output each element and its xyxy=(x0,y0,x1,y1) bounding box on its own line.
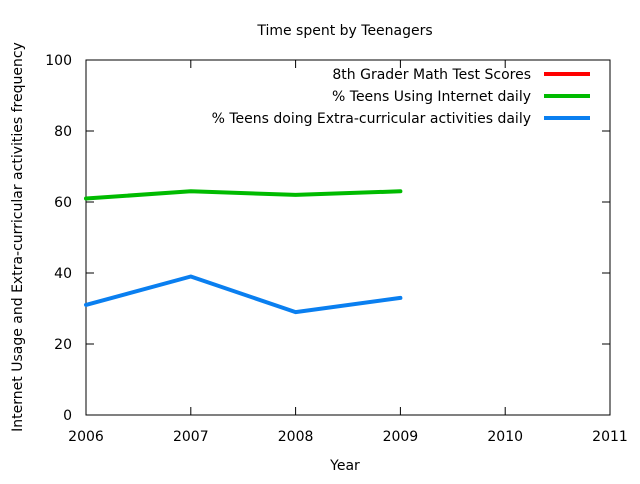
x-tick-label: 2007 xyxy=(173,429,209,445)
series-line-2 xyxy=(84,274,403,315)
x-axis-ticks: 2006 2007 2008 2009 2010 2011 xyxy=(68,60,628,445)
x-tick-label: 2010 xyxy=(487,429,523,445)
x-tick-label: 2006 xyxy=(68,429,104,445)
chart-title: Time spent by Teenagers xyxy=(256,23,432,39)
x-tick-label: 2009 xyxy=(383,429,419,445)
y-axis-ticks: 0 20 40 60 80 100 xyxy=(45,53,610,424)
y-tick-label: 0 xyxy=(63,408,72,424)
legend-label-0: 8th Grader Math Test Scores xyxy=(332,67,531,83)
y-tick-label: 40 xyxy=(54,266,72,282)
x-axis-label: Year xyxy=(329,458,360,474)
legend: 8th Grader Math Test Scores % Teens Using… xyxy=(212,67,590,127)
x-tick-label: 2008 xyxy=(278,429,314,445)
y-tick-label: 20 xyxy=(54,337,72,353)
series-line-1 xyxy=(84,189,403,201)
y-axis-label: Internet Usage and Extra-curricular acti… xyxy=(10,42,26,432)
legend-label-2: % Teens doing Extra-curricular activitie… xyxy=(212,111,531,127)
y-tick-label: 100 xyxy=(45,53,72,69)
legend-label-1: % Teens Using Internet daily xyxy=(332,89,531,105)
series-lines xyxy=(84,189,403,315)
x-tick-label: 2011 xyxy=(592,429,628,445)
plot-frame xyxy=(85,59,611,416)
y-tick-label: 60 xyxy=(54,195,72,211)
y-tick-label: 80 xyxy=(54,124,72,140)
